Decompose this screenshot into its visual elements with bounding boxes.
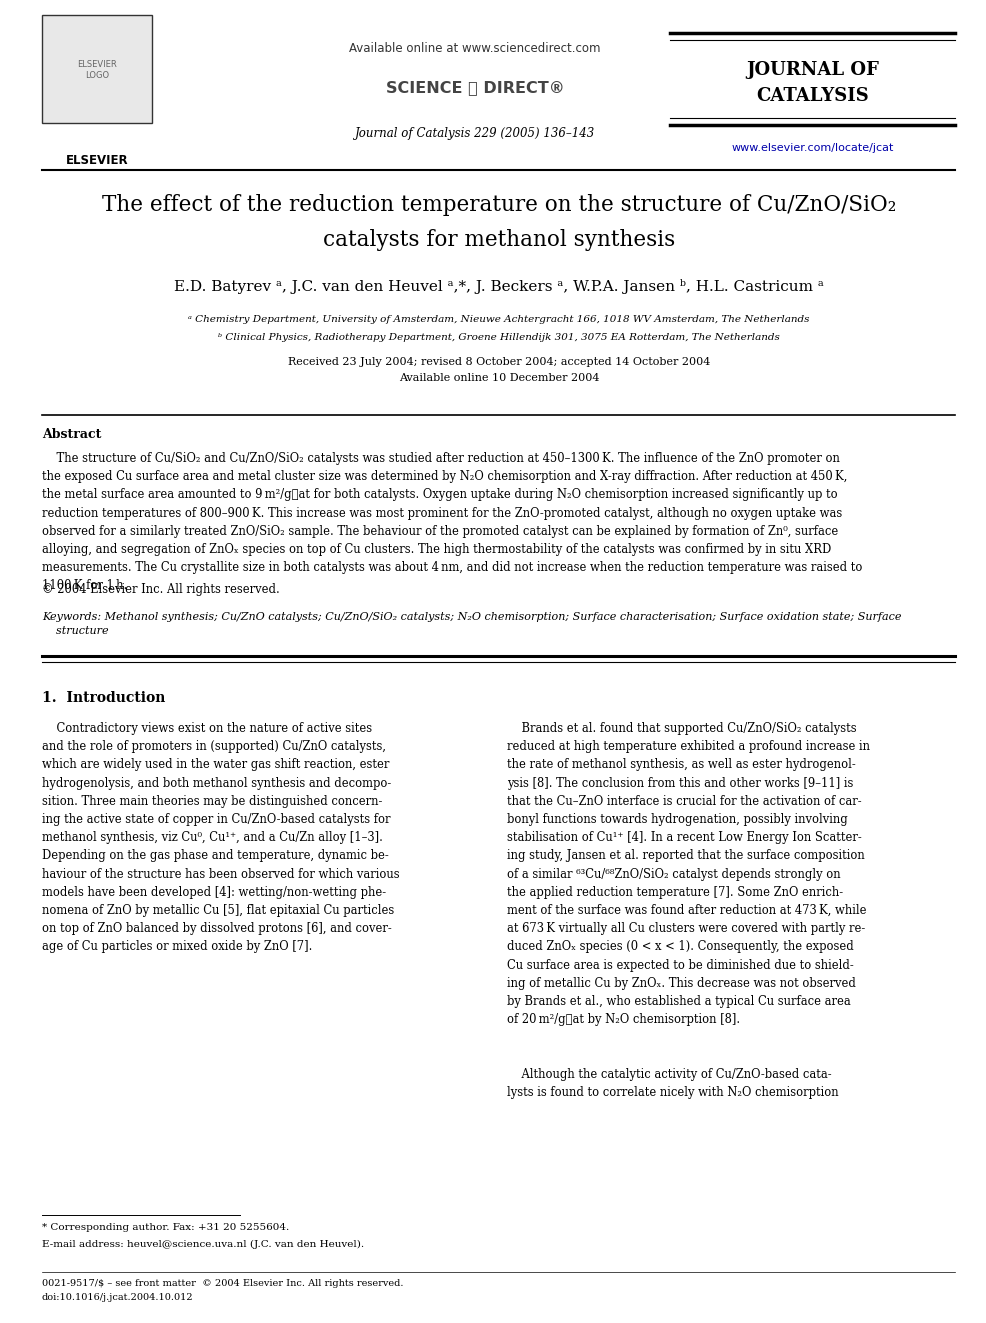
Text: The structure of Cu/SiO₂ and Cu/ZnO/SiO₂ catalysts was studied after reduction a: The structure of Cu/SiO₂ and Cu/ZnO/SiO₂… [42,452,862,593]
Text: doi:10.1016/j.jcat.2004.10.012: doi:10.1016/j.jcat.2004.10.012 [42,1294,193,1303]
Text: Abstract: Abstract [42,429,102,442]
Bar [42,15,152,123]
Text: Available online at www.sciencedirect.com: Available online at www.sciencedirect.co… [349,41,600,54]
Text: Keywords: Methanol synthesis; Cu/ZnO catalysts; Cu/ZnO/SiO₂ catalysts; N₂O chemi: Keywords: Methanol synthesis; Cu/ZnO cat… [42,613,900,636]
Text: JOURNAL OF: JOURNAL OF [745,61,879,79]
Text: ELSEVIER
LOGO: ELSEVIER LOGO [77,60,116,81]
Text: Brands et al. found that supported Cu/ZnO/SiO₂ catalysts
reduced at high tempera: Brands et al. found that supported Cu/Zn… [507,722,869,1027]
Text: Received 23 July 2004; revised 8 October 2004; accepted 14 October 2004: Received 23 July 2004; revised 8 October… [288,357,710,366]
Text: ᵇ Clinical Physics, Radiotherapy Department, Groene Hillendijk 301, 3075 EA Rott: ᵇ Clinical Physics, Radiotherapy Departm… [218,333,779,343]
Text: SCIENCE ⓐ DIRECT®: SCIENCE ⓐ DIRECT® [386,81,564,95]
Text: ᵃ Chemistry Department, University of Amsterdam, Nieuwe Achtergracht 166, 1018 W: ᵃ Chemistry Department, University of Am… [188,315,809,324]
Text: catalysts for methanol synthesis: catalysts for methanol synthesis [322,229,674,251]
Text: Journal of Catalysis 229 (2005) 136–143: Journal of Catalysis 229 (2005) 136–143 [355,127,595,139]
Text: The effect of the reduction temperature on the structure of Cu/ZnO/SiO₂: The effect of the reduction temperature … [102,194,895,216]
Text: 1.  Introduction: 1. Introduction [42,691,166,705]
Text: Contradictory views exist on the nature of active sites
and the role of promoter: Contradictory views exist on the nature … [42,722,399,954]
Text: CATALYSIS: CATALYSIS [755,87,868,105]
Text: E.D. Batyrev ᵃ, J.C. van den Heuvel ᵃ,*, J. Beckers ᵃ, W.P.A. Jansen ᵇ, H.L. Cas: E.D. Batyrev ᵃ, J.C. van den Heuvel ᵃ,*,… [174,279,823,294]
Text: * Corresponding author. Fax: +31 20 5255604.: * Corresponding author. Fax: +31 20 5255… [42,1224,289,1233]
Text: E-mail address: heuvel@science.uva.nl (J.C. van den Heuvel).: E-mail address: heuvel@science.uva.nl (J… [42,1240,364,1249]
Text: ELSEVIER: ELSEVIER [66,153,128,167]
Text: 0021-9517/$ – see front matter  © 2004 Elsevier Inc. All rights reserved.: 0021-9517/$ – see front matter © 2004 El… [42,1279,403,1289]
Text: © 2004 Elsevier Inc. All rights reserved.: © 2004 Elsevier Inc. All rights reserved… [42,583,279,597]
Text: Although the catalytic activity of Cu/ZnO-based cata-
lysts is found to correlat: Although the catalytic activity of Cu/Zn… [507,1068,838,1099]
Text: www.elsevier.com/locate/jcat: www.elsevier.com/locate/jcat [731,143,892,153]
Text: Available online 10 December 2004: Available online 10 December 2004 [398,373,599,382]
